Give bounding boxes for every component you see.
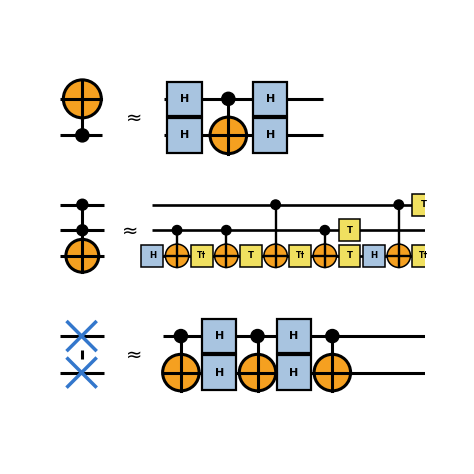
Circle shape (239, 355, 276, 391)
FancyBboxPatch shape (412, 194, 434, 216)
Circle shape (313, 244, 337, 267)
Text: $\approx$: $\approx$ (121, 108, 142, 127)
Circle shape (66, 239, 99, 272)
FancyBboxPatch shape (167, 82, 201, 116)
FancyBboxPatch shape (253, 82, 287, 116)
Circle shape (387, 244, 410, 267)
FancyBboxPatch shape (167, 118, 201, 153)
FancyBboxPatch shape (363, 245, 385, 267)
FancyBboxPatch shape (412, 245, 434, 267)
Text: T: T (248, 251, 254, 260)
Text: H: H (180, 94, 189, 104)
Text: T: T (346, 226, 353, 235)
Circle shape (326, 329, 339, 343)
FancyBboxPatch shape (202, 319, 237, 353)
Text: $\approx$: $\approx$ (118, 221, 138, 240)
FancyBboxPatch shape (338, 219, 360, 241)
FancyBboxPatch shape (338, 245, 360, 267)
Circle shape (251, 329, 264, 343)
FancyBboxPatch shape (141, 245, 164, 267)
FancyBboxPatch shape (240, 245, 262, 267)
Text: H: H (215, 331, 224, 341)
Circle shape (76, 129, 89, 142)
Circle shape (264, 244, 287, 267)
Text: H: H (180, 130, 189, 140)
Circle shape (165, 244, 189, 267)
Circle shape (77, 225, 88, 236)
Circle shape (210, 117, 246, 154)
Text: H: H (265, 130, 275, 140)
Circle shape (394, 200, 403, 210)
Circle shape (221, 226, 231, 235)
Text: $\approx$: $\approx$ (121, 345, 142, 364)
FancyBboxPatch shape (277, 356, 311, 390)
Text: H: H (215, 368, 224, 378)
FancyBboxPatch shape (191, 245, 213, 267)
Circle shape (320, 226, 329, 235)
Circle shape (174, 329, 187, 343)
FancyBboxPatch shape (253, 118, 287, 153)
Text: T†: T† (296, 251, 305, 260)
Circle shape (215, 244, 238, 267)
Text: H: H (149, 251, 156, 260)
Circle shape (77, 199, 88, 210)
FancyBboxPatch shape (202, 356, 237, 390)
FancyBboxPatch shape (277, 319, 311, 353)
Circle shape (271, 200, 280, 210)
Text: T†: T† (197, 251, 206, 260)
Circle shape (163, 355, 199, 391)
Text: H: H (265, 94, 275, 104)
Circle shape (314, 355, 351, 391)
FancyBboxPatch shape (289, 245, 311, 267)
Text: H: H (371, 251, 378, 260)
Text: H: H (290, 331, 299, 341)
Text: H: H (290, 368, 299, 378)
Text: T: T (346, 251, 353, 260)
Circle shape (64, 80, 101, 118)
Text: T†: T† (419, 251, 428, 260)
Circle shape (222, 92, 235, 105)
Circle shape (173, 226, 182, 235)
Text: T: T (420, 200, 427, 209)
